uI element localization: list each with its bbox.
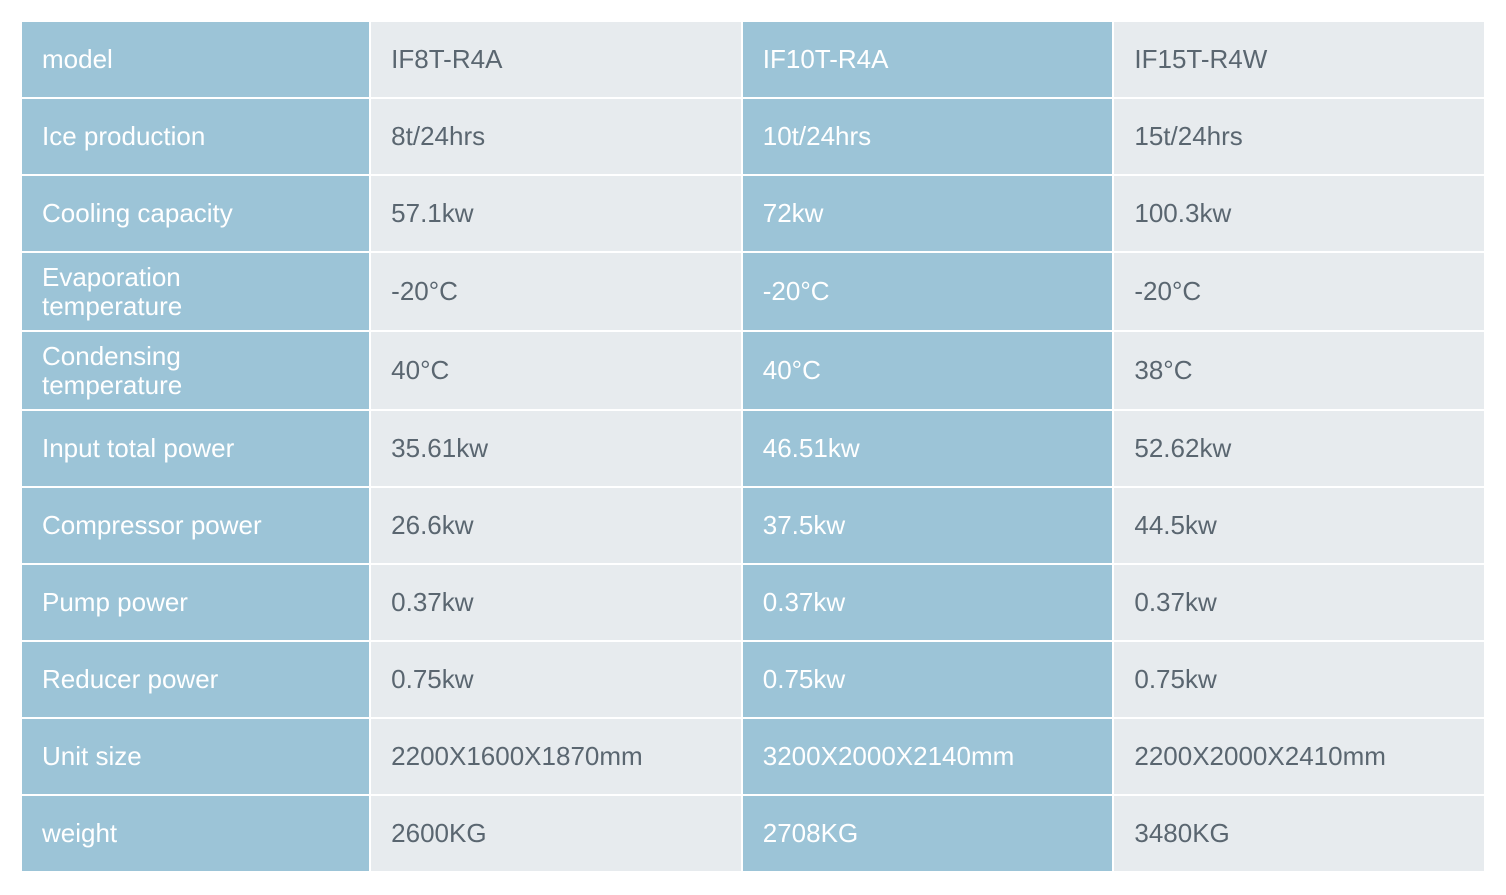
cell-col2: 40°C bbox=[742, 331, 1114, 410]
table-row: model IF8T-R4A IF10T-R4A IF15T-R4W bbox=[21, 21, 1485, 98]
cell-col2: 10t/24hrs bbox=[742, 98, 1114, 175]
table-row: Cooling capacity 57.1kw 72kw 100.3kw bbox=[21, 175, 1485, 252]
cell-col1: -20°C bbox=[370, 252, 742, 331]
cell-col3: 15t/24hrs bbox=[1113, 98, 1485, 175]
cell-col3: 2200X2000X2410mm bbox=[1113, 718, 1485, 795]
table-row: Ice production 8t/24hrs 10t/24hrs 15t/24… bbox=[21, 98, 1485, 175]
table-row: Unit size 2200X1600X1870mm 3200X2000X214… bbox=[21, 718, 1485, 795]
row-label: Evaporationtemperature bbox=[21, 252, 370, 331]
table-row: weight 2600KG 2708KG 3480KG bbox=[21, 795, 1485, 872]
cell-col1: 0.75kw bbox=[370, 641, 742, 718]
cell-col2: 3200X2000X2140mm bbox=[742, 718, 1114, 795]
cell-col3: IF15T-R4W bbox=[1113, 21, 1485, 98]
row-label: Reducer power bbox=[21, 641, 370, 718]
cell-col1: 0.37kw bbox=[370, 564, 742, 641]
cell-col1: 57.1kw bbox=[370, 175, 742, 252]
table-row: Input total power 35.61kw 46.51kw 52.62k… bbox=[21, 410, 1485, 487]
table-row: Compressor power 26.6kw 37.5kw 44.5kw bbox=[21, 487, 1485, 564]
row-label: Condensingtemperature bbox=[21, 331, 370, 410]
cell-col1: 26.6kw bbox=[370, 487, 742, 564]
cell-col2: 2708KG bbox=[742, 795, 1114, 872]
cell-col2: IF10T-R4A bbox=[742, 21, 1114, 98]
cell-col3: 52.62kw bbox=[1113, 410, 1485, 487]
row-label: Input total power bbox=[21, 410, 370, 487]
row-label: weight bbox=[21, 795, 370, 872]
cell-col1: 8t/24hrs bbox=[370, 98, 742, 175]
cell-col1: 35.61kw bbox=[370, 410, 742, 487]
row-label: Unit size bbox=[21, 718, 370, 795]
table-row: Evaporationtemperature -20°C -20°C -20°C bbox=[21, 252, 1485, 331]
table-row: Condensingtemperature 40°C 40°C 38°C bbox=[21, 331, 1485, 410]
spec-table-body: model IF8T-R4A IF10T-R4A IF15T-R4W Ice p… bbox=[21, 21, 1485, 872]
cell-col1: 2600KG bbox=[370, 795, 742, 872]
cell-col3: -20°C bbox=[1113, 252, 1485, 331]
cell-col1: 40°C bbox=[370, 331, 742, 410]
row-label: Ice production bbox=[21, 98, 370, 175]
cell-col2: 0.75kw bbox=[742, 641, 1114, 718]
row-label: model bbox=[21, 21, 370, 98]
row-label: Pump power bbox=[21, 564, 370, 641]
cell-col3: 44.5kw bbox=[1113, 487, 1485, 564]
row-label: Cooling capacity bbox=[21, 175, 370, 252]
cell-col3: 3480KG bbox=[1113, 795, 1485, 872]
cell-col2: -20°C bbox=[742, 252, 1114, 331]
cell-col1: IF8T-R4A bbox=[370, 21, 742, 98]
cell-col2: 46.51kw bbox=[742, 410, 1114, 487]
cell-col3: 0.75kw bbox=[1113, 641, 1485, 718]
cell-col3: 38°C bbox=[1113, 331, 1485, 410]
cell-col2: 72kw bbox=[742, 175, 1114, 252]
spec-table: model IF8T-R4A IF10T-R4A IF15T-R4W Ice p… bbox=[20, 20, 1486, 873]
table-row: Reducer power 0.75kw 0.75kw 0.75kw bbox=[21, 641, 1485, 718]
row-label: Compressor power bbox=[21, 487, 370, 564]
cell-col3: 0.37kw bbox=[1113, 564, 1485, 641]
cell-col2: 37.5kw bbox=[742, 487, 1114, 564]
cell-col2: 0.37kw bbox=[742, 564, 1114, 641]
cell-col3: 100.3kw bbox=[1113, 175, 1485, 252]
table-row: Pump power 0.37kw 0.37kw 0.37kw bbox=[21, 564, 1485, 641]
cell-col1: 2200X1600X1870mm bbox=[370, 718, 742, 795]
